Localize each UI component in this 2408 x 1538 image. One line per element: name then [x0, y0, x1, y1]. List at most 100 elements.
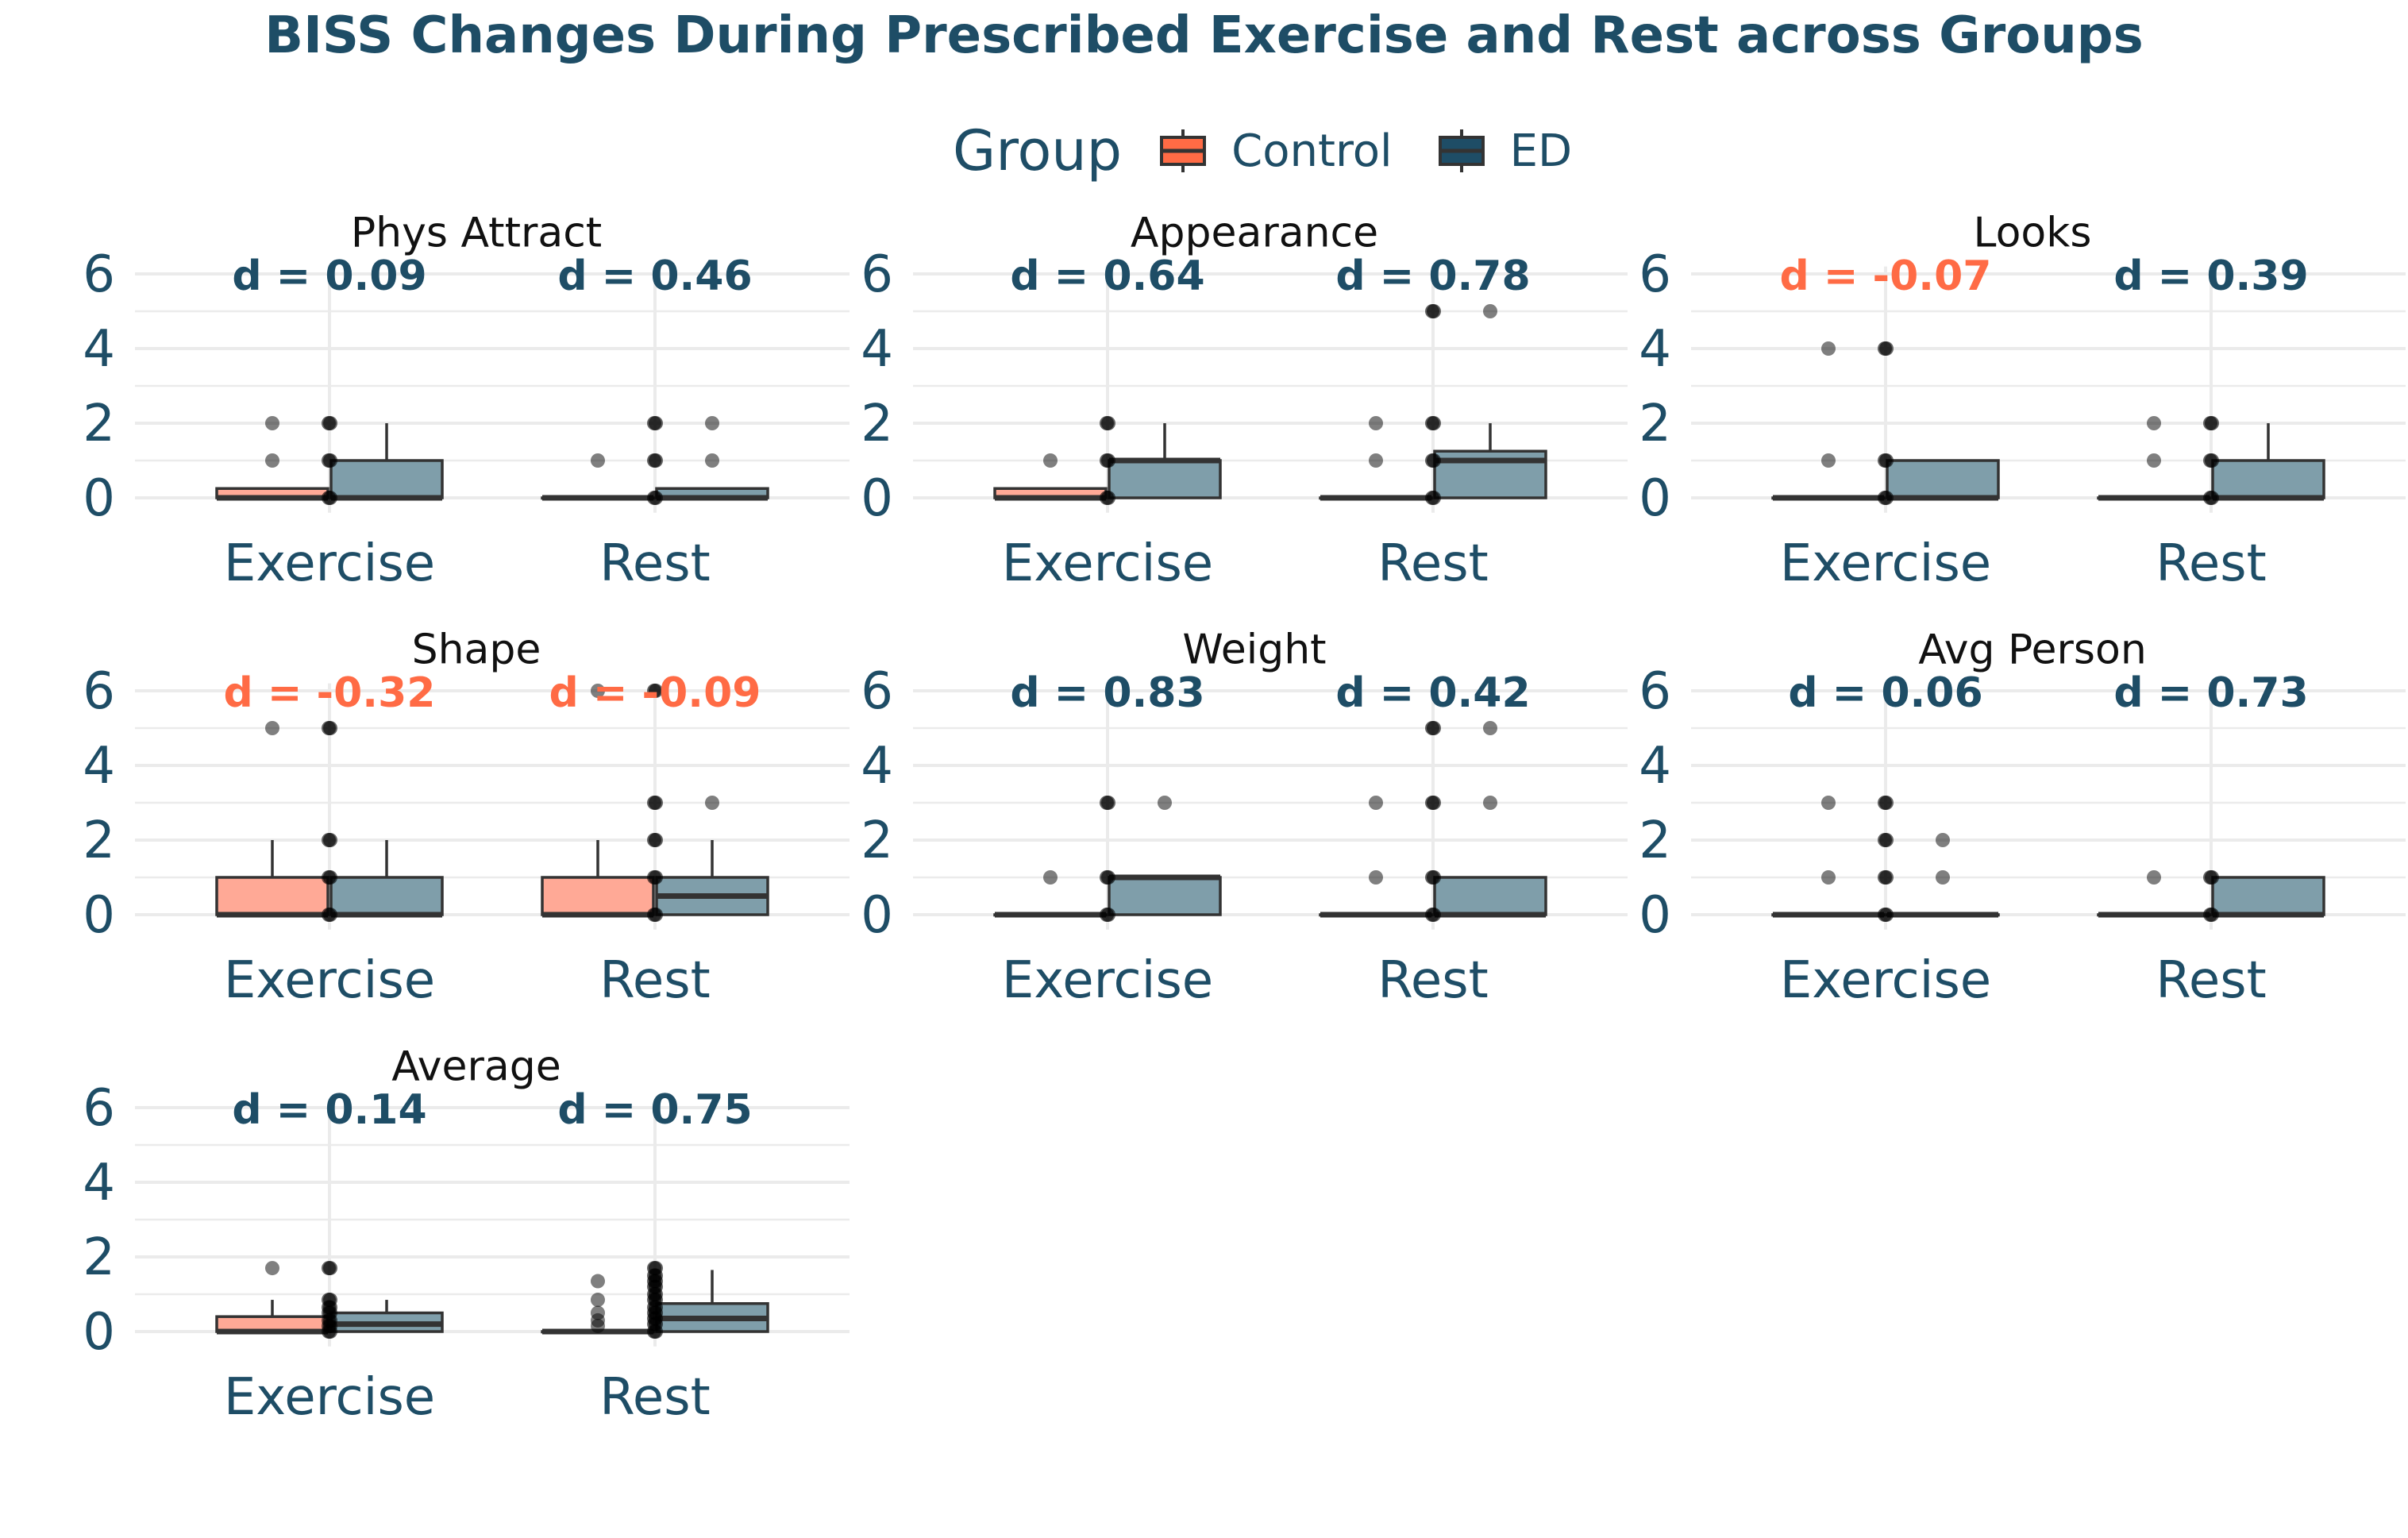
outlier-point	[265, 416, 279, 430]
outlier-point	[265, 1261, 279, 1276]
legend-label-ed: ED	[1509, 125, 1573, 177]
y-tick-label: 0	[83, 469, 115, 528]
legend-key-ed	[1438, 129, 1485, 172]
facet-title: Phys Attract	[351, 210, 602, 257]
outlier-point	[591, 1293, 605, 1308]
data-point	[1101, 908, 1115, 922]
effect-size-label: d = 0.46	[557, 252, 752, 300]
x-tick-label: Exercise	[224, 534, 435, 593]
facet-title: Weight	[1182, 626, 1326, 674]
y-tick-label: 0	[83, 886, 115, 945]
outlier-point	[1043, 453, 1058, 468]
box-ed	[1108, 876, 1222, 916]
effect-size-label: d = 0.75	[557, 1086, 752, 1134]
y-tick-label: 0	[861, 469, 893, 528]
effect-size-label: d = 0.06	[1788, 669, 1982, 717]
data-point	[1879, 796, 1894, 810]
data-point	[1879, 491, 1894, 505]
x-tick-label: Rest	[599, 534, 710, 593]
data-point	[2205, 416, 2219, 430]
data-point	[1879, 908, 1894, 922]
box-ed	[2211, 459, 2325, 499]
effect-size-label: d = 0.09	[232, 252, 426, 300]
effect-size-label: d = 0.39	[2113, 252, 2308, 300]
data-point	[649, 833, 663, 847]
y-tick-label: 2	[83, 395, 115, 453]
y-tick-label: 6	[861, 245, 893, 304]
y-tick-label: 0	[1639, 469, 1671, 528]
y-tick-label: 2	[861, 811, 893, 870]
outlier-point	[2147, 453, 2161, 468]
x-tick-label: Rest	[1377, 951, 1488, 1010]
effect-size-label: d = 0.42	[1335, 669, 1530, 717]
outlier-point	[1821, 796, 1836, 810]
data-point	[649, 684, 663, 698]
outlier-point	[1821, 870, 1836, 885]
outlier-point	[705, 416, 719, 430]
data-point	[649, 491, 663, 505]
outlier-point	[591, 1305, 605, 1320]
data-point	[649, 796, 663, 810]
outlier-point	[591, 453, 605, 468]
data-point	[1427, 491, 1441, 505]
y-tick-label: 2	[861, 395, 893, 453]
effect-size-label: d = 0.83	[1010, 669, 1204, 717]
data-point	[1101, 796, 1115, 810]
data-point	[1879, 870, 1894, 885]
data-point	[323, 833, 337, 847]
outlier-point	[265, 721, 279, 735]
facet-title: Looks	[1974, 210, 2092, 257]
data-point	[323, 491, 337, 505]
outlier-point	[705, 796, 719, 810]
data-point	[1427, 416, 1441, 430]
facet-title: Average	[391, 1043, 561, 1091]
data-point	[1879, 341, 1894, 356]
x-tick-label: Rest	[2156, 534, 2266, 593]
x-tick-label: Rest	[1377, 534, 1488, 593]
y-tick-label: 4	[83, 320, 115, 379]
box-ed	[329, 876, 444, 916]
box-ed	[1108, 459, 1222, 499]
x-tick-label: Exercise	[1002, 534, 1213, 593]
y-tick-label: 4	[1639, 320, 1671, 379]
box-control	[541, 876, 655, 916]
facet-title: Shape	[412, 626, 541, 674]
x-tick-label: Exercise	[1780, 534, 1991, 593]
data-point	[1427, 453, 1441, 468]
data-point	[323, 870, 337, 885]
box-control	[215, 876, 329, 916]
outlier-point	[2147, 870, 2161, 885]
effect-size-label: d = -0.09	[549, 669, 761, 717]
data-point	[649, 908, 663, 922]
effect-size-label: d = 0.78	[1335, 252, 1530, 300]
x-tick-label: Exercise	[1780, 951, 1991, 1010]
data-point	[1101, 491, 1115, 505]
facet-title: Avg Person	[1918, 626, 2147, 674]
y-tick-label: 4	[861, 737, 893, 796]
y-tick-label: 6	[83, 1079, 115, 1138]
x-tick-label: Rest	[599, 1368, 710, 1427]
y-tick-label: 2	[83, 1228, 115, 1287]
x-tick-label: Exercise	[224, 951, 435, 1010]
x-tick-label: Exercise	[224, 1368, 435, 1427]
outlier-point	[1158, 796, 1172, 810]
box-ed	[2211, 876, 2325, 916]
y-tick-label: 4	[83, 737, 115, 796]
y-tick-label: 6	[861, 662, 893, 721]
outlier-point	[1369, 870, 1383, 885]
data-point	[1427, 908, 1441, 922]
x-tick-label: Rest	[599, 951, 710, 1010]
legend-item-control: Control	[1158, 125, 1393, 177]
y-tick-label: 6	[83, 662, 115, 721]
legend-item-ed: ED	[1437, 125, 1573, 177]
outlier-point	[1369, 416, 1383, 430]
data-point	[1101, 416, 1115, 430]
x-tick-label: Exercise	[1002, 951, 1213, 1010]
outlier-point	[1936, 870, 1950, 885]
